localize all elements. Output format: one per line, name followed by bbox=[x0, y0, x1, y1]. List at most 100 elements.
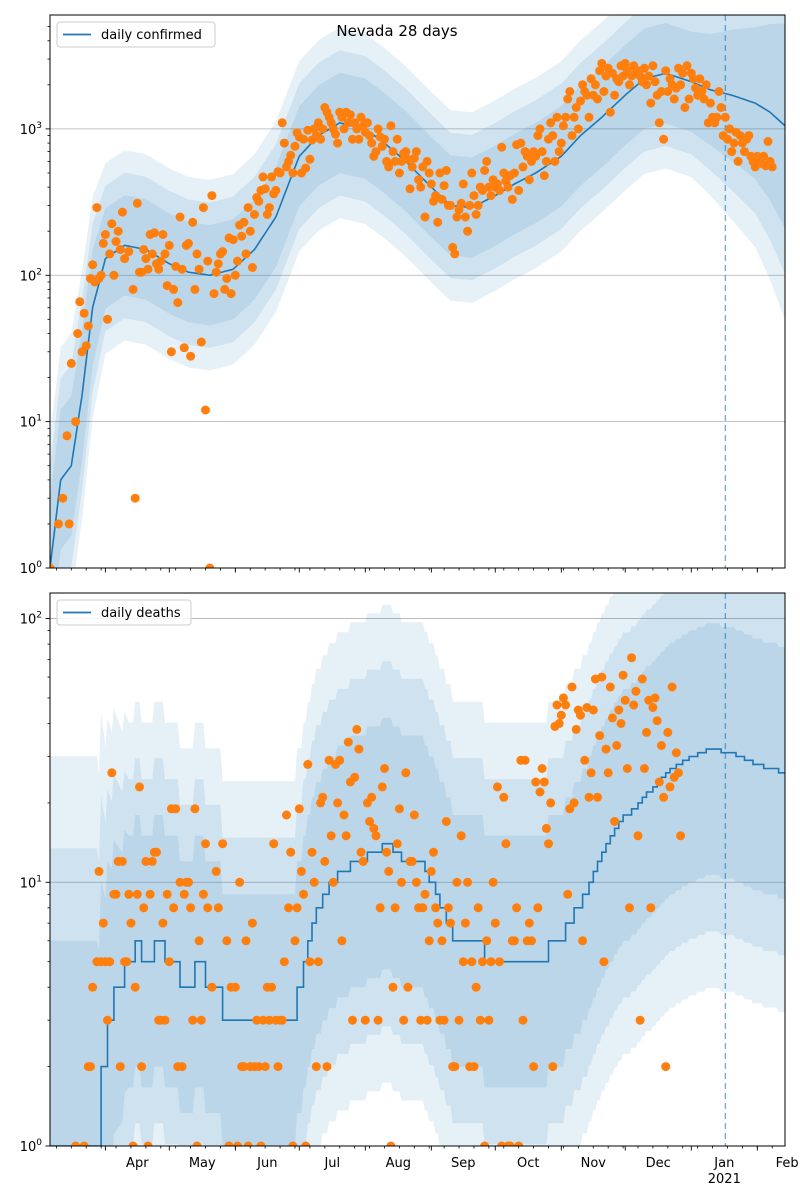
data-point bbox=[243, 203, 253, 213]
data-point bbox=[307, 847, 317, 857]
data-point bbox=[239, 1062, 249, 1072]
data-point bbox=[563, 94, 573, 104]
y-tick-label: 103 bbox=[20, 121, 42, 138]
data-point bbox=[177, 264, 187, 274]
data-point bbox=[625, 80, 634, 90]
data-point bbox=[501, 839, 511, 849]
data-point bbox=[456, 198, 466, 208]
data-point bbox=[680, 103, 690, 112]
data-point bbox=[465, 200, 475, 210]
data-point bbox=[633, 831, 643, 841]
data-point bbox=[286, 150, 296, 160]
data-point bbox=[397, 877, 406, 887]
data-point bbox=[290, 936, 300, 946]
data-point bbox=[107, 219, 117, 229]
data-point bbox=[524, 175, 534, 185]
x-tick-label: May bbox=[189, 1156, 216, 1171]
data-point bbox=[460, 212, 470, 222]
data-point bbox=[599, 87, 609, 96]
data-point bbox=[211, 866, 221, 876]
data-point bbox=[333, 798, 343, 808]
data-point bbox=[569, 798, 579, 808]
data-point bbox=[460, 918, 470, 928]
data-point bbox=[586, 768, 596, 778]
x-tick-label: Sep bbox=[451, 1156, 476, 1171]
data-point bbox=[452, 877, 462, 887]
data-point bbox=[561, 112, 571, 122]
data-point bbox=[345, 110, 355, 120]
data-point bbox=[277, 118, 287, 128]
data-point bbox=[582, 90, 592, 100]
data-point bbox=[160, 249, 170, 259]
data-point bbox=[684, 94, 694, 104]
data-point bbox=[535, 124, 545, 134]
data-point bbox=[158, 918, 168, 928]
data-point bbox=[126, 918, 136, 928]
data-point bbox=[373, 124, 383, 134]
data-point bbox=[254, 1062, 264, 1072]
data-point bbox=[642, 727, 651, 737]
data-point bbox=[403, 982, 413, 992]
data-point bbox=[486, 191, 496, 201]
data-point bbox=[111, 889, 121, 899]
data-point bbox=[426, 866, 436, 876]
data-point bbox=[354, 134, 364, 144]
data-point bbox=[446, 200, 455, 210]
data-point bbox=[194, 936, 204, 946]
data-point bbox=[554, 719, 564, 728]
data-point bbox=[292, 903, 302, 913]
data-point bbox=[192, 249, 202, 259]
data-point bbox=[576, 710, 585, 720]
data-point bbox=[235, 877, 245, 887]
data-point bbox=[714, 87, 724, 96]
data-point bbox=[115, 1062, 125, 1072]
data-point bbox=[313, 957, 323, 967]
data-point bbox=[507, 194, 517, 204]
x-tick-label: Jun bbox=[256, 1156, 277, 1171]
data-point bbox=[343, 118, 353, 128]
data-point bbox=[96, 270, 106, 280]
data-point bbox=[301, 163, 311, 173]
data-point bbox=[469, 191, 479, 201]
data-point bbox=[305, 154, 315, 164]
data-point bbox=[392, 839, 402, 849]
data-point bbox=[384, 162, 394, 172]
data-point bbox=[420, 889, 430, 899]
data-point bbox=[567, 131, 577, 141]
data-point bbox=[467, 168, 477, 178]
data-point bbox=[463, 877, 473, 887]
legend: daily confirmed bbox=[56, 21, 216, 48]
data-point bbox=[184, 238, 193, 248]
data-point bbox=[341, 831, 351, 841]
data-point bbox=[571, 724, 581, 734]
data-point bbox=[386, 121, 396, 131]
data-point bbox=[480, 1141, 490, 1146]
data-point bbox=[94, 866, 104, 876]
legend-frame bbox=[56, 21, 216, 48]
data-point bbox=[514, 185, 524, 195]
data-point bbox=[354, 744, 364, 754]
data-point bbox=[482, 156, 492, 166]
x-tick-label: Jan bbox=[713, 1156, 734, 1171]
data-point bbox=[671, 748, 681, 758]
data-point bbox=[198, 203, 208, 213]
data-point bbox=[744, 131, 754, 141]
data-point bbox=[509, 168, 519, 178]
x-tick-year-label: 2021 bbox=[708, 1172, 741, 1187]
data-point bbox=[450, 249, 460, 259]
data-point bbox=[169, 284, 179, 294]
data-point bbox=[218, 839, 228, 849]
data-point bbox=[107, 768, 117, 778]
data-point bbox=[188, 1015, 198, 1025]
data-point bbox=[556, 138, 566, 148]
data-point bbox=[416, 182, 426, 192]
data-point bbox=[539, 171, 549, 181]
data-point bbox=[139, 245, 149, 254]
data-point bbox=[213, 903, 223, 913]
data-point bbox=[552, 112, 562, 122]
data-point bbox=[258, 1015, 268, 1025]
data-point bbox=[480, 166, 490, 175]
data-point bbox=[667, 682, 677, 692]
y-tick-label: 102 bbox=[20, 267, 42, 284]
data-point bbox=[625, 903, 634, 913]
